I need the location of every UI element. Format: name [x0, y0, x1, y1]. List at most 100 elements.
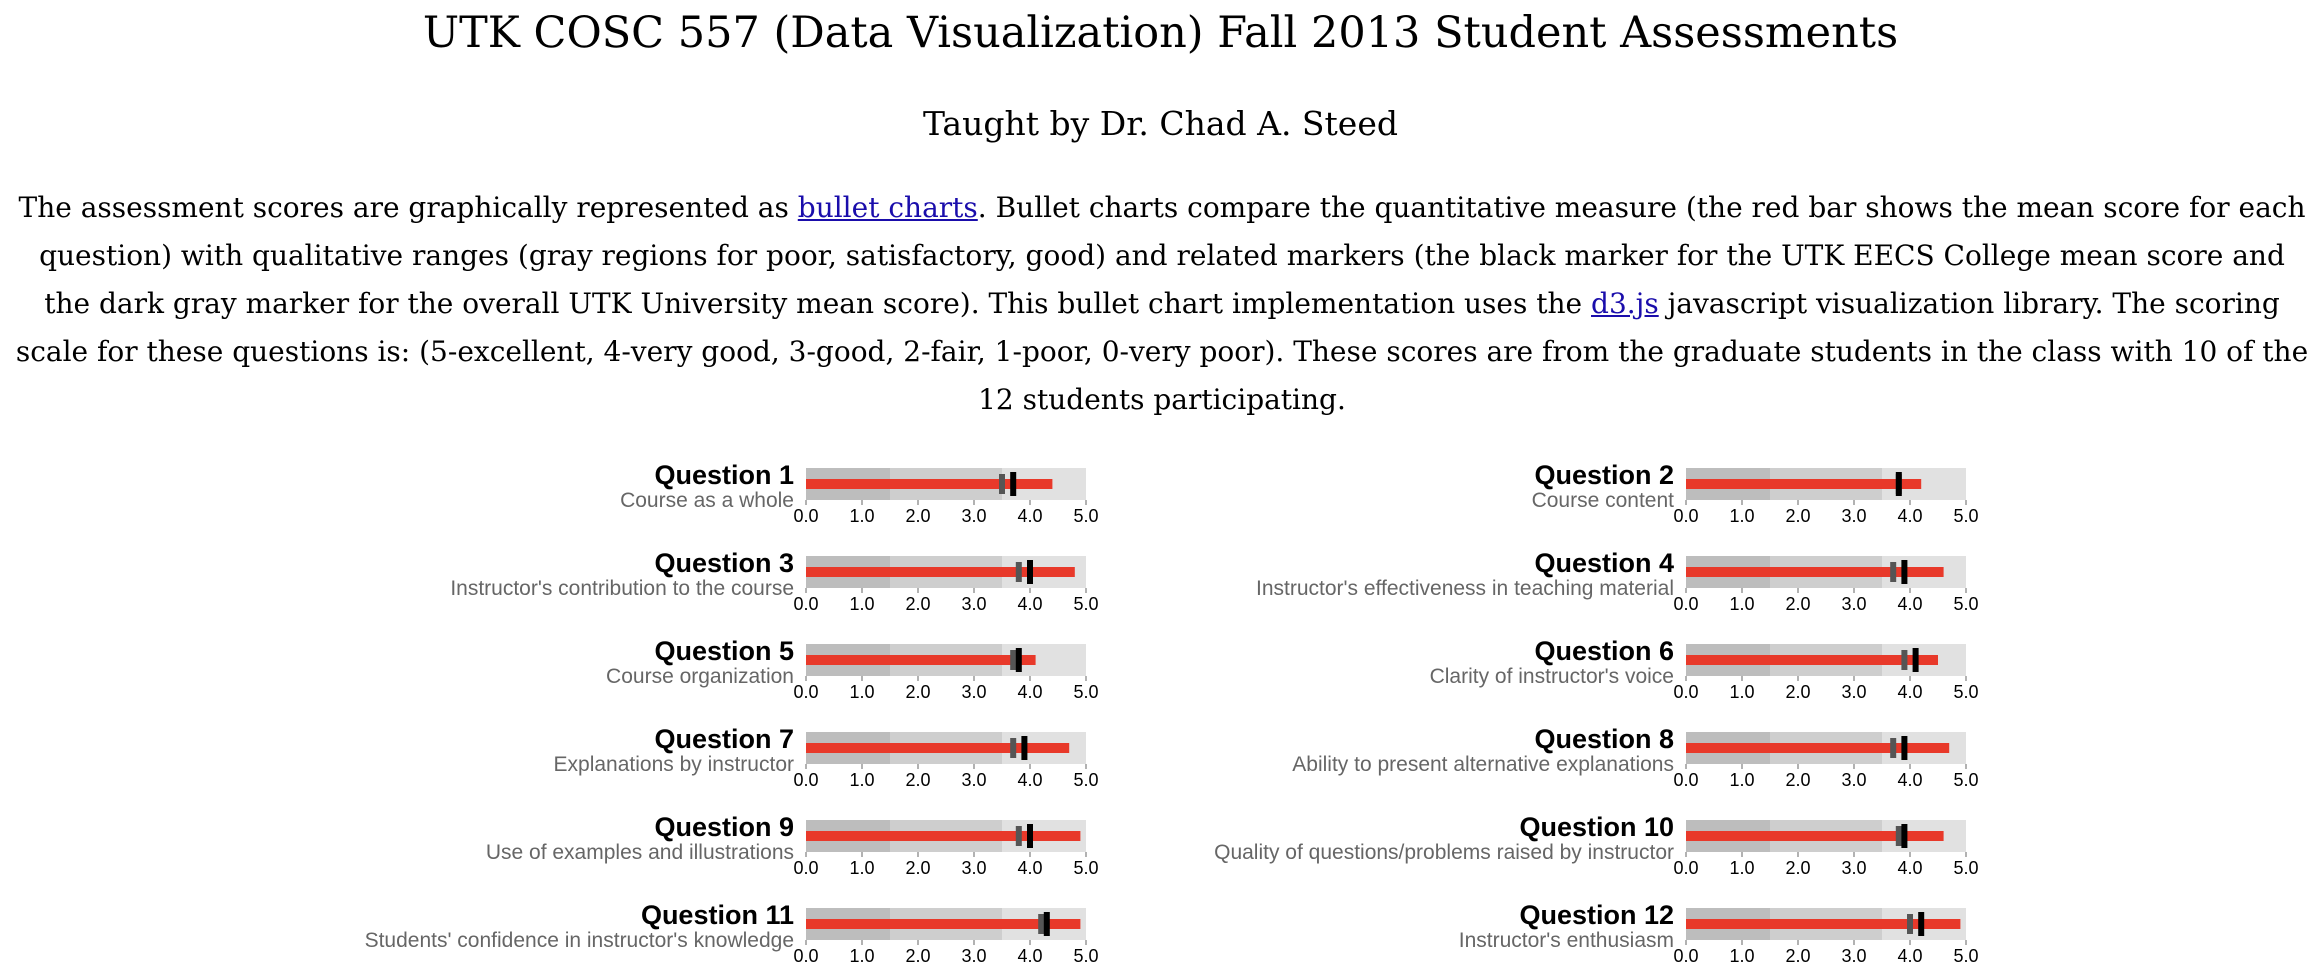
- college-marker: [1918, 912, 1925, 936]
- tick-label: 2.0: [1785, 858, 1810, 878]
- college-marker: [1027, 560, 1033, 584]
- question-subtitle: Ability to present alternative explanati…: [1292, 753, 1674, 776]
- tick-label: 5.0: [1953, 858, 1978, 878]
- university-marker: [1038, 914, 1045, 934]
- question-subtitle: Use of examples and illustrations: [486, 841, 794, 864]
- question-title: Question 9: [654, 812, 794, 842]
- measure-bar: [806, 567, 1075, 577]
- question-subtitle: Course content: [1532, 489, 1675, 512]
- tick-label: 4.0: [1017, 506, 1042, 526]
- tick-label: 1.0: [1729, 682, 1754, 702]
- tick-label: 0.0: [1673, 858, 1698, 878]
- intro-text-1: The assessment scores are graphically re…: [18, 191, 798, 224]
- tick-label: 3.0: [1841, 506, 1866, 526]
- university-marker: [1010, 738, 1017, 758]
- tick-label: 0.0: [793, 594, 818, 614]
- question-title: Question 1: [654, 460, 794, 490]
- tick-label: 1.0: [849, 594, 874, 614]
- college-marker: [1895, 472, 1902, 496]
- question-subtitle: Course as a whole: [620, 489, 794, 512]
- question-title: Question 11: [641, 900, 794, 930]
- tick-label: 2.0: [905, 858, 930, 878]
- university-marker: [1890, 738, 1897, 758]
- tick-label: 4.0: [1897, 682, 1922, 702]
- page-title: UTK COSC 557 (Data Visualization) Fall 2…: [422, 8, 1899, 58]
- tick-label: 4.0: [1897, 858, 1922, 878]
- college-marker: [1043, 912, 1050, 936]
- tick-label: 4.0: [1017, 682, 1042, 702]
- question-subtitle: Quality of questions/problems raised by …: [1214, 841, 1674, 864]
- university-marker: [1907, 914, 1913, 934]
- tick-label: 3.0: [1841, 858, 1866, 878]
- tick-label: 0.0: [1673, 946, 1698, 966]
- d3js-link[interactable]: d3.js: [1591, 287, 1659, 320]
- tick-label: 2.0: [1785, 506, 1810, 526]
- college-marker: [1015, 648, 1022, 672]
- question-title: Question 6: [1534, 636, 1674, 666]
- tick-label: 2.0: [1785, 770, 1810, 790]
- question-subtitle: Instructor's enthusiasm: [1459, 929, 1674, 952]
- tick-label: 1.0: [849, 770, 874, 790]
- tick-label: 3.0: [1841, 946, 1866, 966]
- tick-label: 5.0: [1073, 506, 1098, 526]
- tick-label: 1.0: [849, 858, 874, 878]
- measure-bar: [806, 919, 1081, 929]
- measure-bar: [1686, 655, 1938, 665]
- measure-bar: [806, 831, 1081, 841]
- university-marker: [1015, 826, 1022, 846]
- tick-label: 5.0: [1953, 770, 1978, 790]
- tick-label: 4.0: [1017, 858, 1042, 878]
- measure-bar: [806, 655, 1036, 665]
- university-marker: [1010, 650, 1017, 670]
- tick-label: 0.0: [1673, 506, 1698, 526]
- tick-label: 5.0: [1953, 682, 1978, 702]
- question-title: Question 4: [1534, 548, 1674, 578]
- measure-bar: [806, 743, 1070, 753]
- tick-label: 1.0: [849, 506, 874, 526]
- college-marker: [1901, 824, 1908, 848]
- question-subtitle: Instructor's effectiveness in teaching m…: [1256, 577, 1674, 600]
- tick-label: 4.0: [1897, 946, 1922, 966]
- measure-bar: [806, 479, 1053, 489]
- question-subtitle: Explanations by instructor: [554, 753, 794, 776]
- intro-text-3: javascript visualization library. The sc…: [15, 287, 2309, 416]
- measure-bar: [1686, 919, 1961, 929]
- bullet-charts-link[interactable]: bullet charts: [797, 191, 978, 224]
- measure-bar: [1686, 831, 1944, 841]
- tick-label: 4.0: [1017, 770, 1042, 790]
- tick-label: 0.0: [793, 770, 818, 790]
- intro-text-2: . Bullet charts compare the quantitative…: [39, 191, 2306, 320]
- question-title: Question 10: [1519, 812, 1674, 842]
- tick-label: 0.0: [1673, 770, 1698, 790]
- question-title: Question 7: [654, 724, 794, 754]
- tick-label: 0.0: [793, 858, 818, 878]
- college-marker: [1901, 560, 1908, 584]
- tick-label: 3.0: [961, 594, 986, 614]
- question-subtitle: Instructor's contribution to the course: [450, 577, 794, 600]
- question-subtitle: Students' confidence in instructor's kno…: [365, 929, 794, 952]
- tick-label: 2.0: [905, 682, 930, 702]
- tick-label: 4.0: [1897, 506, 1922, 526]
- tick-label: 0.0: [793, 506, 818, 526]
- question-title: Question 8: [1534, 724, 1674, 754]
- question-title: Question 2: [1534, 460, 1674, 490]
- tick-label: 1.0: [1729, 946, 1754, 966]
- tick-label: 1.0: [1729, 770, 1754, 790]
- tick-label: 3.0: [961, 506, 986, 526]
- tick-label: 5.0: [1953, 594, 1978, 614]
- university-marker: [1890, 562, 1897, 582]
- intro-paragraph: The assessment scores are graphically re…: [12, 184, 2312, 424]
- college-marker: [1901, 736, 1908, 760]
- university-marker: [1015, 562, 1022, 582]
- tick-label: 0.0: [1673, 594, 1698, 614]
